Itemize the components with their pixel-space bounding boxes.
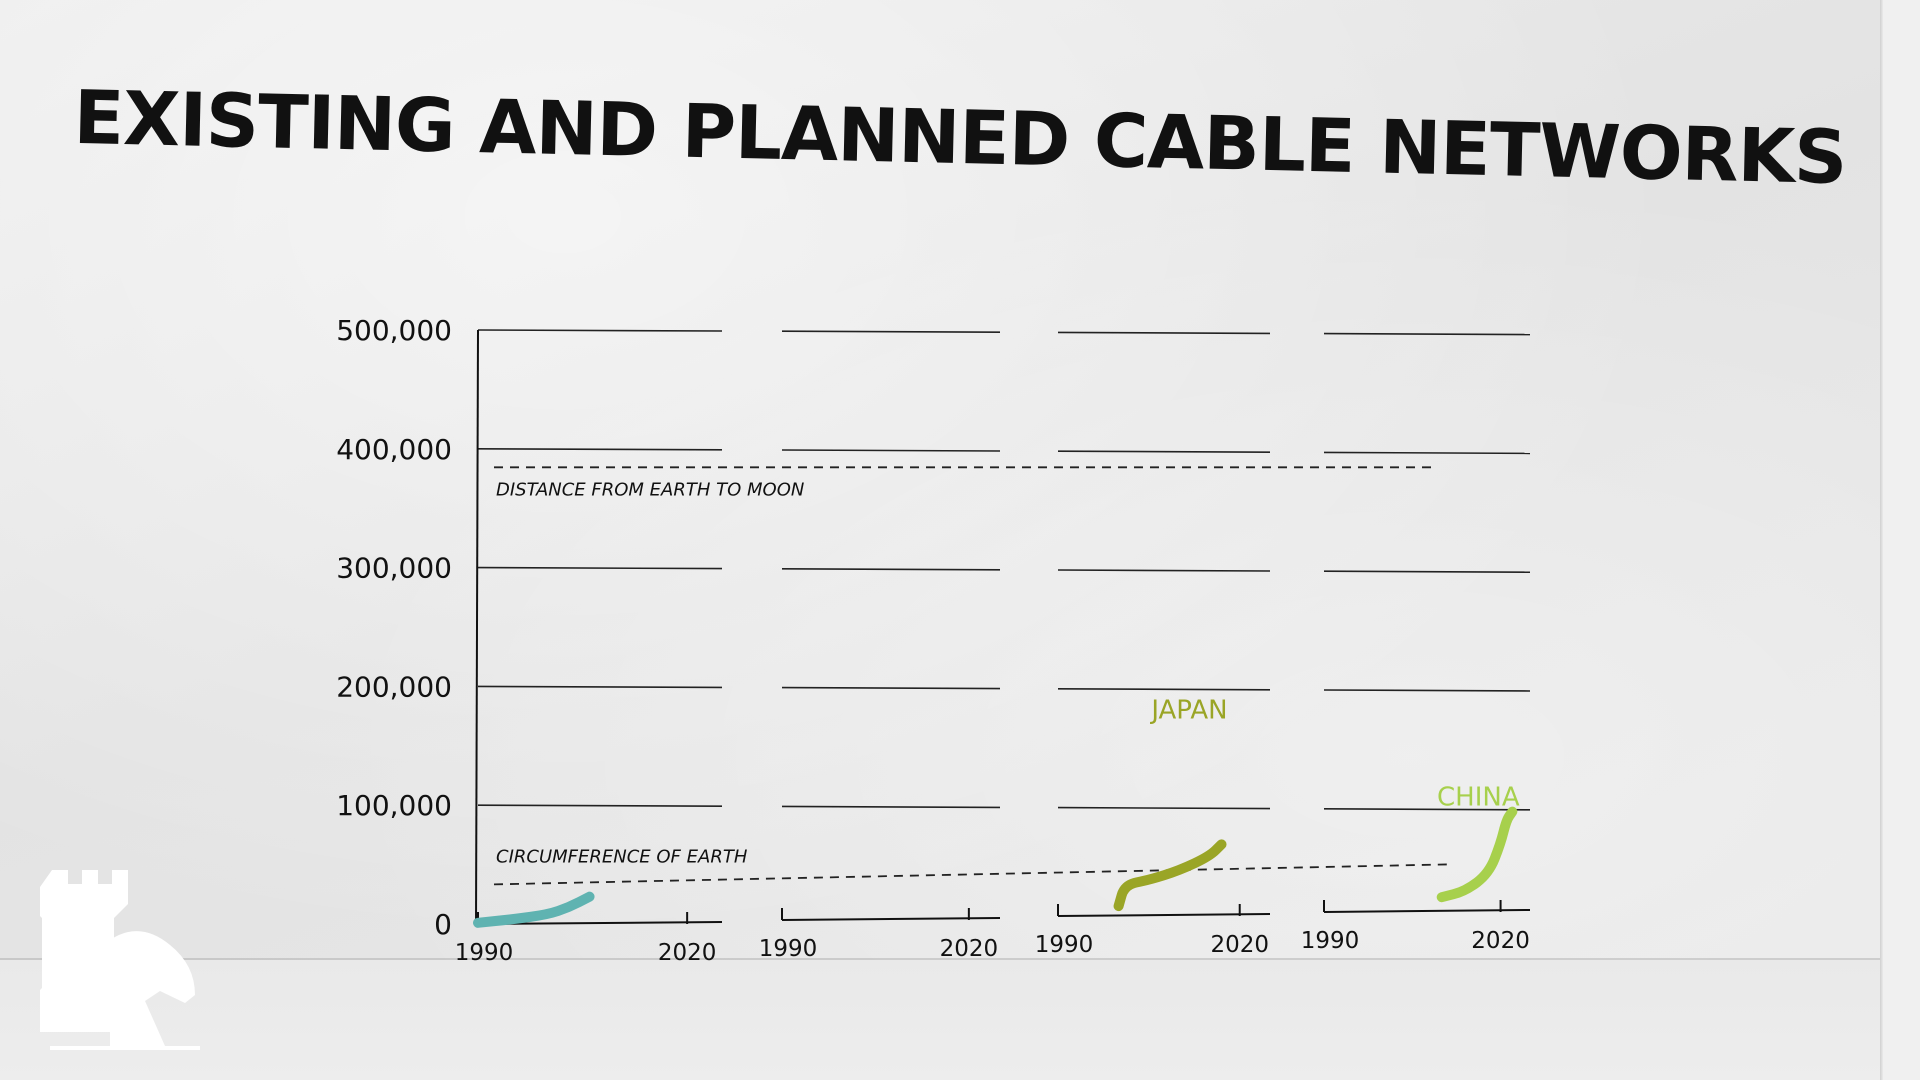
x-tick-label: 1990 xyxy=(1301,928,1360,954)
x-axis-line xyxy=(1323,909,1531,913)
x-tick-label: 1990 xyxy=(1035,932,1094,958)
series-label: CHINA xyxy=(1437,783,1520,813)
paper-strip xyxy=(1884,0,1920,1080)
series-line xyxy=(1436,806,1518,903)
x-axis-line xyxy=(1057,913,1271,917)
series-line xyxy=(473,891,595,928)
gridline xyxy=(477,685,723,689)
x-tick-label: 2020 xyxy=(1471,928,1530,954)
paper-edge xyxy=(1880,0,1884,1080)
gridline xyxy=(477,329,723,332)
gridline xyxy=(477,804,723,808)
y-tick-label: 200,000 xyxy=(336,670,452,703)
y-tick-label: 100,000 xyxy=(336,789,452,822)
gridline xyxy=(781,686,1001,690)
gridline xyxy=(1057,331,1271,335)
x-tick-label: 2020 xyxy=(658,940,717,966)
gridline xyxy=(477,566,723,570)
gridline xyxy=(1057,569,1271,572)
y-tick-label: 300,000 xyxy=(336,552,452,585)
label-layer: 500,000400,000300,000200,000100,00001990… xyxy=(336,314,1530,966)
gridline xyxy=(781,567,1001,571)
series-layer xyxy=(473,806,1518,928)
x-tick-label: 1990 xyxy=(455,940,514,966)
reference-label: DISTANCE FROM EARTH TO MOON xyxy=(496,479,804,500)
gridline xyxy=(781,330,1001,334)
paper-bottom-band xyxy=(0,960,1880,1080)
x-axis-line xyxy=(781,917,1001,921)
gridline xyxy=(1323,570,1531,574)
gridline xyxy=(1323,332,1531,336)
paper-fold xyxy=(0,958,1880,960)
gridline xyxy=(781,805,1001,809)
gridline xyxy=(1323,807,1531,811)
gridline xyxy=(781,449,1001,452)
gridline xyxy=(477,447,723,451)
y-tick-label: 500,000 xyxy=(336,314,452,347)
x-tick-label: 2020 xyxy=(1210,932,1269,958)
series-line xyxy=(1113,839,1227,912)
gridline xyxy=(1057,450,1271,454)
x-axis-line xyxy=(477,921,723,925)
x-tick-label: 1990 xyxy=(759,936,818,962)
gridline xyxy=(1323,689,1531,692)
y-tick-label: 400,000 xyxy=(336,433,452,466)
gridline xyxy=(1057,806,1271,810)
gridline xyxy=(1057,687,1271,691)
reference-layer xyxy=(493,466,1449,886)
gridline xyxy=(1323,451,1531,455)
y-axis-line xyxy=(475,329,479,925)
y-tick-label: 0 xyxy=(434,908,452,941)
axis-layer xyxy=(475,329,1531,925)
chess-rook-knight-logo-icon xyxy=(40,870,200,1050)
paper-background xyxy=(0,0,1880,1080)
grid-layer xyxy=(477,329,1531,811)
series-label: JAPAN xyxy=(1149,695,1227,725)
reference-label: CIRCUMFERENCE OF EARTH xyxy=(496,846,748,867)
x-tick-label: 2020 xyxy=(940,936,999,962)
